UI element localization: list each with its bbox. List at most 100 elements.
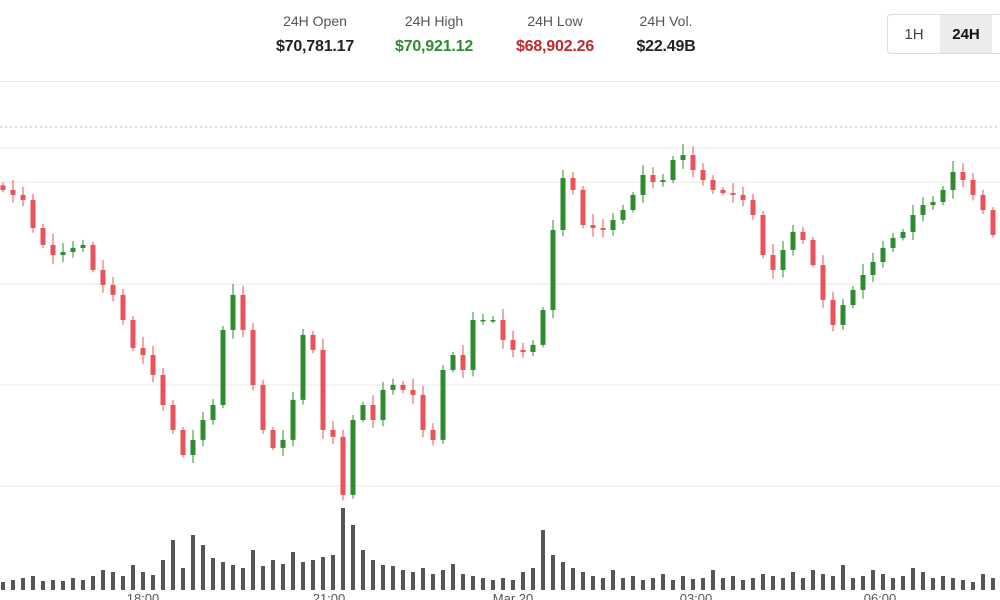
- volume-bar: [541, 530, 545, 590]
- volume-bar: [881, 574, 885, 590]
- candle: [420, 385, 426, 438]
- stat-label: 24H Vol.: [639, 13, 693, 29]
- volume-bar: [221, 562, 225, 590]
- volume-bar: [741, 580, 745, 590]
- candle-body: [780, 249, 786, 271]
- x-tick-label: 03:00: [680, 591, 713, 600]
- candle: [220, 325, 226, 409]
- volume-bar: [421, 568, 425, 590]
- candle-body: [630, 194, 636, 211]
- volume-bar: [501, 578, 505, 590]
- candle: [720, 186, 726, 196]
- volume-bar: [91, 576, 95, 590]
- x-axis: 18:00 21:00 Mar 20 03:00 06:00: [127, 591, 897, 600]
- candle: [150, 346, 156, 383]
- candle-body: [650, 175, 656, 182]
- stat-high: 24H High $70,921.12: [382, 12, 486, 59]
- candle-body: [210, 405, 216, 420]
- volume-bar: [411, 572, 415, 590]
- volume-bar: [821, 574, 825, 590]
- candle-body: [600, 228, 606, 230]
- stat-label: 24H Low: [527, 13, 583, 29]
- volume-bar: [111, 572, 115, 590]
- volume-bar: [991, 578, 995, 590]
- gridlines: [0, 147, 1000, 487]
- volume-bar: [491, 580, 495, 590]
- candle-body: [740, 194, 746, 200]
- candle-body: [240, 294, 246, 330]
- candle-body: [710, 179, 716, 190]
- volume-bar: [731, 576, 735, 590]
- stat-value: $70,921.12: [394, 38, 474, 55]
- candle: [830, 291, 836, 332]
- candle: [900, 228, 906, 241]
- candle: [450, 352, 456, 373]
- volume-bar: [681, 576, 685, 590]
- candle: [580, 185, 586, 229]
- volume-bar: [891, 578, 895, 590]
- volume-bar: [651, 578, 655, 590]
- candle: [560, 170, 566, 237]
- candle: [260, 379, 266, 434]
- candle-body: [480, 319, 486, 322]
- range-1h-button[interactable]: 1H: [904, 25, 924, 43]
- candle-body: [810, 239, 816, 266]
- candle-body: [500, 319, 506, 340]
- candle: [740, 186, 746, 207]
- candle-body: [360, 405, 366, 420]
- candle: [130, 315, 136, 352]
- candle-body: [140, 347, 146, 356]
- volume-bar: [691, 579, 695, 590]
- x-tick-label: 06:00: [864, 591, 897, 600]
- candle-body: [730, 192, 736, 195]
- volume-bar: [251, 550, 255, 590]
- volume-bar: [311, 560, 315, 590]
- candle-body: [130, 319, 136, 348]
- candle: [370, 395, 376, 428]
- candle-body: [970, 179, 976, 195]
- candle: [920, 197, 926, 222]
- candle-body: [700, 170, 706, 180]
- range-24h-button[interactable]: 24H: [940, 15, 992, 53]
- volume-bar: [981, 574, 985, 590]
- candle: [710, 174, 716, 194]
- volume-bar: [771, 576, 775, 590]
- volume-bar: [141, 572, 145, 590]
- candle-body: [90, 244, 96, 271]
- volume-bar: [61, 581, 65, 590]
- candle-body: [790, 231, 796, 250]
- candle: [630, 191, 636, 213]
- candle: [240, 285, 246, 338]
- candle: [750, 193, 756, 220]
- candle: [190, 429, 196, 464]
- candle: [990, 207, 996, 238]
- candle-body: [880, 247, 886, 262]
- candle-body: [870, 261, 876, 275]
- candle-body: [290, 399, 296, 440]
- volume-bar: [811, 570, 815, 590]
- candle: [180, 426, 186, 458]
- candle: [90, 241, 96, 273]
- candle-body: [570, 178, 576, 190]
- candle-body: [520, 349, 526, 353]
- volume-bar: [151, 575, 155, 590]
- candle: [270, 426, 276, 451]
- header-divider: [0, 81, 1000, 82]
- candle-body: [40, 228, 46, 245]
- volume-bar: [701, 578, 705, 590]
- range-toggle[interactable]: 1H 24H: [887, 14, 1000, 54]
- candle-body: [830, 299, 836, 325]
- candle-body: [750, 199, 756, 216]
- candle: [890, 232, 896, 252]
- candle: [780, 240, 786, 278]
- candle: [960, 162, 966, 188]
- candle: [980, 189, 986, 215]
- volume-bar: [241, 568, 245, 590]
- volume-bar: [331, 555, 335, 590]
- candle: [290, 391, 296, 447]
- volume-bar: [571, 568, 575, 590]
- candle-body: [160, 374, 166, 406]
- candle: [770, 244, 776, 279]
- volume-bar: [431, 574, 435, 590]
